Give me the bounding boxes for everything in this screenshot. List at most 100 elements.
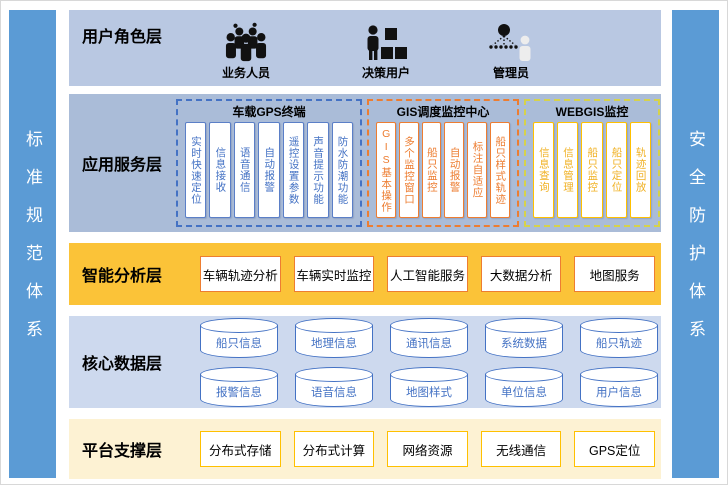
- database-cylinder: 通讯信息: [389, 317, 469, 358]
- database-cylinder: 地图样式: [389, 366, 469, 407]
- database-cylinder: 船只信息: [199, 317, 279, 358]
- service-groups: 车载GPS终端 实时快速定位 信息接收 语音通信 自动报警 遥控设置参数 声音提…: [176, 99, 661, 227]
- database-label: 地图样式: [406, 386, 452, 399]
- database-label: 语音信息: [311, 386, 357, 399]
- service-item: 自动报警: [444, 122, 465, 218]
- database-grid: 船只信息 地理信息 通讯信息 系统数据 船只轨迹 报警信息 语音信息 地图样式 …: [199, 317, 661, 407]
- sidebar-standards: 标准规范体系: [9, 10, 56, 478]
- service-item-label: 信息接收: [214, 147, 227, 193]
- layer-core-data-title: 核心数据层: [82, 356, 163, 373]
- layer-platform-support-title: 平台支撑层: [82, 443, 163, 460]
- roles-row: 业务人员 决策用户: [176, 10, 661, 86]
- database-label: 单位信息: [501, 386, 547, 399]
- service-item-label: 船只监控: [586, 147, 599, 193]
- service-item: GIS基本操作: [376, 122, 396, 218]
- service-item: 自动报警: [258, 122, 280, 218]
- analysis-item: 人工智能服务: [387, 256, 468, 292]
- database-label: 通讯信息: [406, 337, 452, 350]
- database-label: 系统数据: [501, 337, 547, 350]
- layer-intelligent-analysis-title: 智能分析层: [82, 268, 163, 285]
- service-item: 防水防潮功能: [331, 122, 353, 218]
- service-item: 遥控设置参数: [282, 122, 305, 218]
- service-item-label: 轨迹回放: [634, 147, 647, 193]
- database-label: 船只信息: [216, 337, 262, 350]
- service-item-label: 船只样式轨迹: [494, 135, 507, 205]
- platform-items: 分布式存储 分布式计算 网络资源 无线通信 GPS定位: [200, 431, 655, 467]
- database-cylinder: 用户信息: [579, 366, 659, 407]
- service-item-label: 多个监控窗口: [402, 135, 415, 205]
- group-title: 车载GPS终端: [232, 105, 306, 119]
- database-cylinder: 系统数据: [484, 317, 564, 358]
- service-item-label: 声音提示功能: [312, 135, 325, 205]
- layers-column: 用户角色层 业务人员: [69, 10, 661, 479]
- platform-item: 分布式存储: [200, 431, 281, 467]
- group-title: GIS调度监控中心: [396, 105, 490, 119]
- service-item: 多个监控窗口: [398, 122, 419, 218]
- platform-item: 分布式计算: [293, 431, 375, 467]
- database-cylinder: 船只轨迹: [579, 317, 659, 358]
- service-item-label: 防水防潮功能: [336, 135, 349, 205]
- analysis-item: 车辆轨迹分析: [200, 256, 281, 292]
- group-items: 实时快速定位 信息接收 语音通信 自动报警 遥控设置参数 声音提示功能 防水防潮…: [185, 122, 353, 218]
- layer-user-role: 用户角色层 业务人员: [69, 10, 661, 86]
- service-item-label: GIS基本操作: [380, 127, 393, 213]
- sidebar-security-label: 安全防护体系: [686, 130, 705, 358]
- service-item: 船只定位: [605, 122, 627, 218]
- database-label: 船只轨迹: [596, 337, 642, 350]
- role-administrator: 管理员: [466, 23, 556, 81]
- database-label: 地理信息: [311, 337, 357, 350]
- service-item-label: 信息管理: [562, 147, 575, 193]
- analysis-item: 车辆实时监控: [293, 256, 375, 292]
- group-webgis-monitoring: WEBGIS监控 信息查询 信息管理 船只监控 船只定位 轨迹回放: [524, 99, 660, 227]
- service-item: 轨迹回放: [629, 122, 652, 218]
- service-item: 语音通信: [233, 122, 256, 218]
- platform-item: 无线通信: [480, 431, 562, 467]
- database-cylinder: 单位信息: [484, 366, 564, 407]
- database-label: 用户信息: [596, 386, 642, 399]
- group-items: 信息查询 信息管理 船只监控 船只定位 轨迹回放: [533, 122, 652, 218]
- role-decision-user: 决策用户: [341, 23, 431, 81]
- service-item: 信息查询: [533, 122, 555, 218]
- analysis-items: 车辆轨迹分析 车辆实时监控 人工智能服务 大数据分析 地图服务: [200, 256, 655, 292]
- role-label: 业务人员: [221, 66, 270, 80]
- group-gis-dispatch-center: GIS调度监控中心 GIS基本操作 多个监控窗口 船只监控 自动报警 标注自适应…: [367, 99, 519, 227]
- sidebar-security: 安全防护体系: [672, 10, 719, 478]
- people-group-icon: [225, 22, 267, 62]
- service-item-label: 遥控设置参数: [287, 135, 300, 205]
- service-item: 船只监控: [421, 122, 442, 218]
- service-item-label: 船只监控: [425, 147, 438, 193]
- service-item: 实时快速定位: [185, 122, 207, 218]
- role-label: 管理员: [492, 66, 529, 80]
- group-vehicle-gps-terminal: 车载GPS终端 实时快速定位 信息接收 语音通信 自动报警 遥控设置参数 声音提…: [176, 99, 362, 227]
- role-label: 决策用户: [361, 66, 410, 80]
- database-cylinder: 报警信息: [199, 366, 279, 407]
- person-boxes-icon: [367, 25, 407, 60]
- org-hierarchy-icon: [489, 24, 531, 61]
- layer-application-service: 应用服务层 车载GPS终端 实时快速定位 信息接收 语音通信 自动报警 遥控设置…: [69, 94, 661, 232]
- service-item: 船只样式轨迹: [490, 122, 510, 218]
- analysis-item: 大数据分析: [480, 256, 562, 292]
- service-item-label: 语音通信: [238, 147, 251, 193]
- service-item: 信息管理: [557, 122, 579, 218]
- group-items: GIS基本操作 多个监控窗口 船只监控 自动报警 标注自适应 船只样式轨迹: [376, 122, 510, 218]
- layer-application-service-title: 应用服务层: [82, 157, 163, 174]
- service-item-label: 信息查询: [537, 147, 550, 193]
- group-title: WEBGIS监控: [555, 105, 629, 119]
- role-business-staff: 业务人员: [201, 21, 291, 81]
- database-cylinder: 语音信息: [294, 366, 374, 407]
- platform-item: 网络资源: [387, 431, 468, 467]
- service-item-label: 实时快速定位: [189, 135, 202, 205]
- platform-item: GPS定位: [574, 431, 655, 467]
- database-cylinder: 地理信息: [294, 317, 374, 358]
- service-item: 标注自适应: [467, 122, 488, 218]
- service-item: 信息接收: [209, 122, 231, 218]
- database-label: 报警信息: [216, 386, 262, 399]
- sidebar-standards-label: 标准规范体系: [23, 130, 42, 358]
- layer-core-data: 核心数据层 船只信息 地理信息 通讯信息 系统数据 船只轨迹 报警信息 语音信息…: [69, 316, 661, 408]
- service-item-label: 自动报警: [263, 147, 276, 193]
- service-item-label: 自动报警: [448, 147, 461, 193]
- service-item-label: 船只定位: [610, 147, 623, 193]
- service-item: 声音提示功能: [307, 122, 329, 218]
- analysis-item: 地图服务: [574, 256, 655, 292]
